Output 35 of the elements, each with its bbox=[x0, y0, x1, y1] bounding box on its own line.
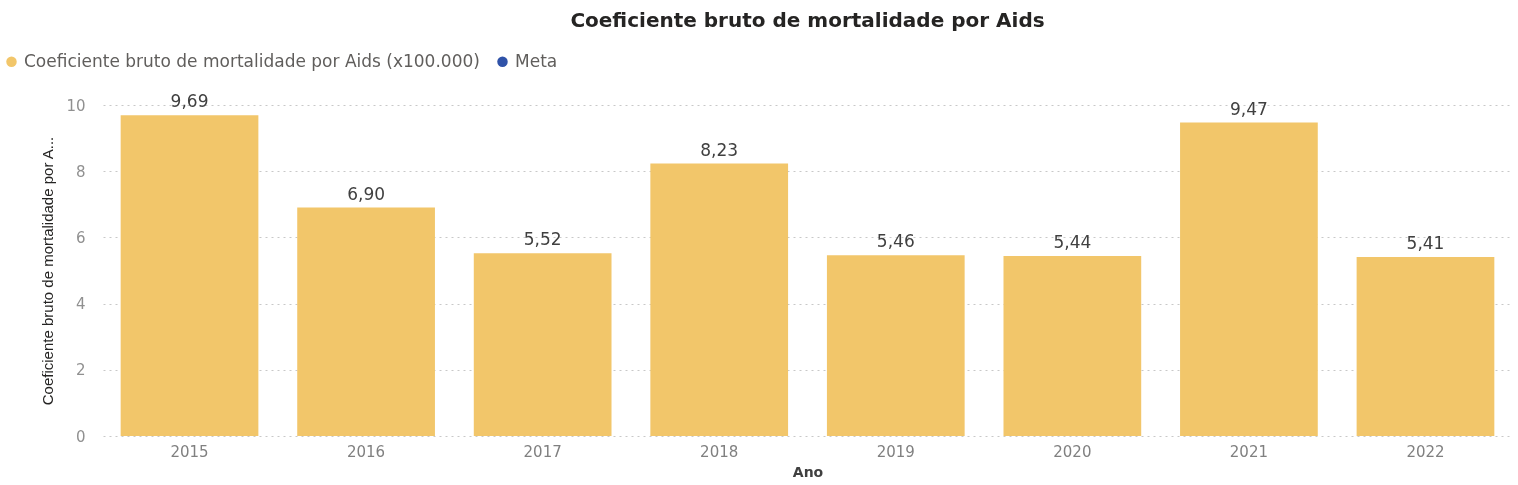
x-tick-label: 2018 bbox=[700, 442, 739, 461]
x-tick-label: 2016 bbox=[346, 442, 386, 461]
data-label: 9,47 bbox=[1229, 98, 1268, 119]
data-label: 6,90 bbox=[347, 183, 386, 204]
y-tick-label: 6 bbox=[75, 228, 86, 247]
y-tick-label: 2 bbox=[75, 361, 86, 380]
data-label: 5,41 bbox=[1406, 232, 1445, 253]
y-tick-label: 4 bbox=[75, 295, 86, 314]
data-label: 5,52 bbox=[523, 229, 562, 250]
y-tick-label: 10 bbox=[66, 96, 86, 115]
bar bbox=[1180, 122, 1318, 436]
data-label: 5,46 bbox=[876, 231, 915, 252]
legend-label: Coeficiente bruto de mortalidade por Aids (x100.000) bbox=[24, 50, 480, 71]
bar bbox=[297, 207, 435, 436]
legend-label: Meta bbox=[515, 50, 558, 71]
bar bbox=[1356, 256, 1495, 436]
data-label: 9,69 bbox=[170, 91, 209, 112]
x-tick-label: 2015 bbox=[170, 442, 209, 461]
y-tick-label: 0 bbox=[75, 427, 86, 446]
y-tick-label: 8 bbox=[75, 162, 86, 181]
x-tick-label: 2021 bbox=[1229, 442, 1269, 461]
bar bbox=[650, 163, 789, 436]
x-tick-label: 2017 bbox=[523, 442, 562, 461]
bar bbox=[826, 255, 965, 436]
bar bbox=[120, 115, 259, 436]
x-tick-label: 2020 bbox=[1053, 442, 1092, 461]
x-tick-label: 2022 bbox=[1406, 442, 1445, 461]
data-label: 5,44 bbox=[1053, 231, 1092, 252]
chart-title: Coeficiente bruto de mortalidade por Aids bbox=[570, 8, 1045, 33]
bar bbox=[1003, 255, 1142, 436]
y-axis-title: Coeficiente bruto de mortalidade por A... bbox=[39, 136, 57, 406]
x-axis-title: Ano bbox=[792, 463, 824, 480]
x-tick-label: 2019 bbox=[876, 442, 915, 461]
data-label: 8,23 bbox=[700, 139, 739, 160]
bar bbox=[473, 253, 612, 436]
